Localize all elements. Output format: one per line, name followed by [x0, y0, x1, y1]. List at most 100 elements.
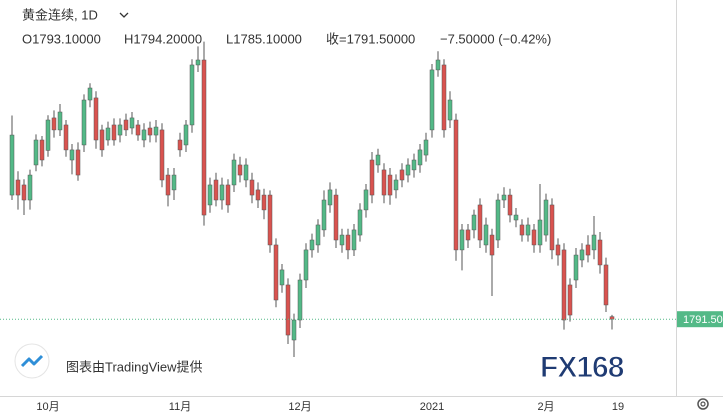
candle-body [267, 194, 273, 246]
candle-body [261, 194, 267, 211]
gear-ring [697, 398, 709, 410]
candle-body [567, 284, 573, 316]
candle-body [177, 139, 183, 151]
candle-body [75, 149, 81, 176]
settings-gear[interactable] [697, 398, 709, 410]
candle-body [315, 224, 321, 246]
candle-body [435, 59, 441, 71]
last-price-label: 1791.50 [683, 314, 723, 326]
candle-body [225, 184, 231, 206]
x-tick-label: 19 [612, 401, 624, 413]
candle-body [291, 319, 297, 341]
candle-body [465, 229, 471, 241]
candle-body [561, 249, 567, 321]
candle-body [231, 159, 237, 186]
candle-body [93, 97, 99, 141]
candle-body [255, 189, 261, 201]
candle-body [417, 149, 423, 166]
credit-text[interactable]: 图表由TradingView提供 [66, 359, 203, 374]
symbol-title[interactable]: 黄金连续, 1D [22, 7, 98, 22]
candle-body [357, 209, 363, 236]
candle-body [603, 264, 609, 306]
candle-body [369, 159, 375, 196]
candle-body [39, 139, 45, 161]
candle-body [9, 134, 15, 196]
candle-body [555, 244, 561, 256]
ohlc-change: −7.50000 (−0.42%) [440, 31, 551, 46]
candle-body [249, 179, 255, 196]
candle-body [69, 149, 75, 161]
candle-body [375, 154, 381, 166]
x-tick-label: 11月 [169, 401, 191, 413]
candle-body [459, 229, 465, 251]
ohlc-low: L1785.10000 [226, 31, 302, 46]
x-tick-label: 12月 [288, 401, 311, 413]
candle-body [219, 184, 225, 201]
candle-body [441, 64, 447, 131]
candle-body [285, 284, 291, 336]
candle-body [207, 184, 213, 206]
candle-body [273, 244, 279, 301]
x-tick-label: 2月 [537, 401, 554, 413]
candle-body [327, 189, 333, 206]
candle-body [471, 214, 477, 231]
candle-body [513, 214, 519, 221]
candle-body [171, 174, 177, 191]
candle-body [213, 179, 219, 201]
candle-body [141, 129, 147, 141]
last-price-badge [677, 311, 723, 328]
candle-body [57, 111, 63, 131]
candle-body [477, 204, 483, 241]
candle-body [135, 124, 141, 136]
candle-body [579, 249, 585, 261]
candle-body [129, 117, 135, 129]
x-tick-label: 2021 [420, 401, 444, 413]
ohlc-close: 收=1791.50000 [326, 31, 415, 46]
candle-body [303, 249, 309, 281]
candle-body [537, 219, 543, 246]
candle-body [387, 174, 393, 196]
candle-body [351, 229, 357, 251]
candle-body [183, 124, 189, 146]
candle-body [573, 254, 579, 281]
candle-body [483, 224, 489, 246]
candle-body [165, 174, 171, 196]
candle-body [117, 124, 123, 136]
candle-body [33, 139, 39, 166]
candle-body [405, 164, 411, 176]
candle-body [15, 179, 21, 196]
candle-body [237, 164, 243, 176]
candle-body [27, 174, 33, 201]
candle-body [519, 224, 525, 236]
candle-body [153, 126, 159, 136]
candle-body [189, 64, 195, 126]
candle-body [453, 119, 459, 251]
candle-body [495, 199, 501, 241]
x-tick-label: 10月 [36, 401, 59, 413]
candle-body [201, 59, 207, 216]
candle-body [507, 194, 513, 216]
candle-body [411, 159, 417, 171]
candle-body [309, 239, 315, 251]
candle-body [321, 199, 327, 231]
candle-body [423, 139, 429, 156]
gear-hub [700, 401, 706, 407]
candle-body [279, 269, 285, 286]
candle-body [585, 244, 591, 256]
candle-body [243, 164, 249, 181]
candle-body [525, 224, 531, 236]
candle-body [429, 69, 435, 131]
candle-body [333, 194, 339, 241]
candle-body [339, 234, 345, 246]
candle-body [21, 184, 27, 201]
ohlc-open: O1793.10000 [22, 31, 101, 46]
candle-body [489, 234, 495, 256]
candle-body [591, 234, 597, 251]
candle-body [549, 204, 555, 251]
candle-body [381, 169, 387, 196]
candle-body [99, 129, 105, 151]
candle-body [123, 119, 129, 131]
fx168-logo: FX168 [540, 351, 624, 384]
symbol-menu-chevron[interactable] [119, 12, 129, 18]
